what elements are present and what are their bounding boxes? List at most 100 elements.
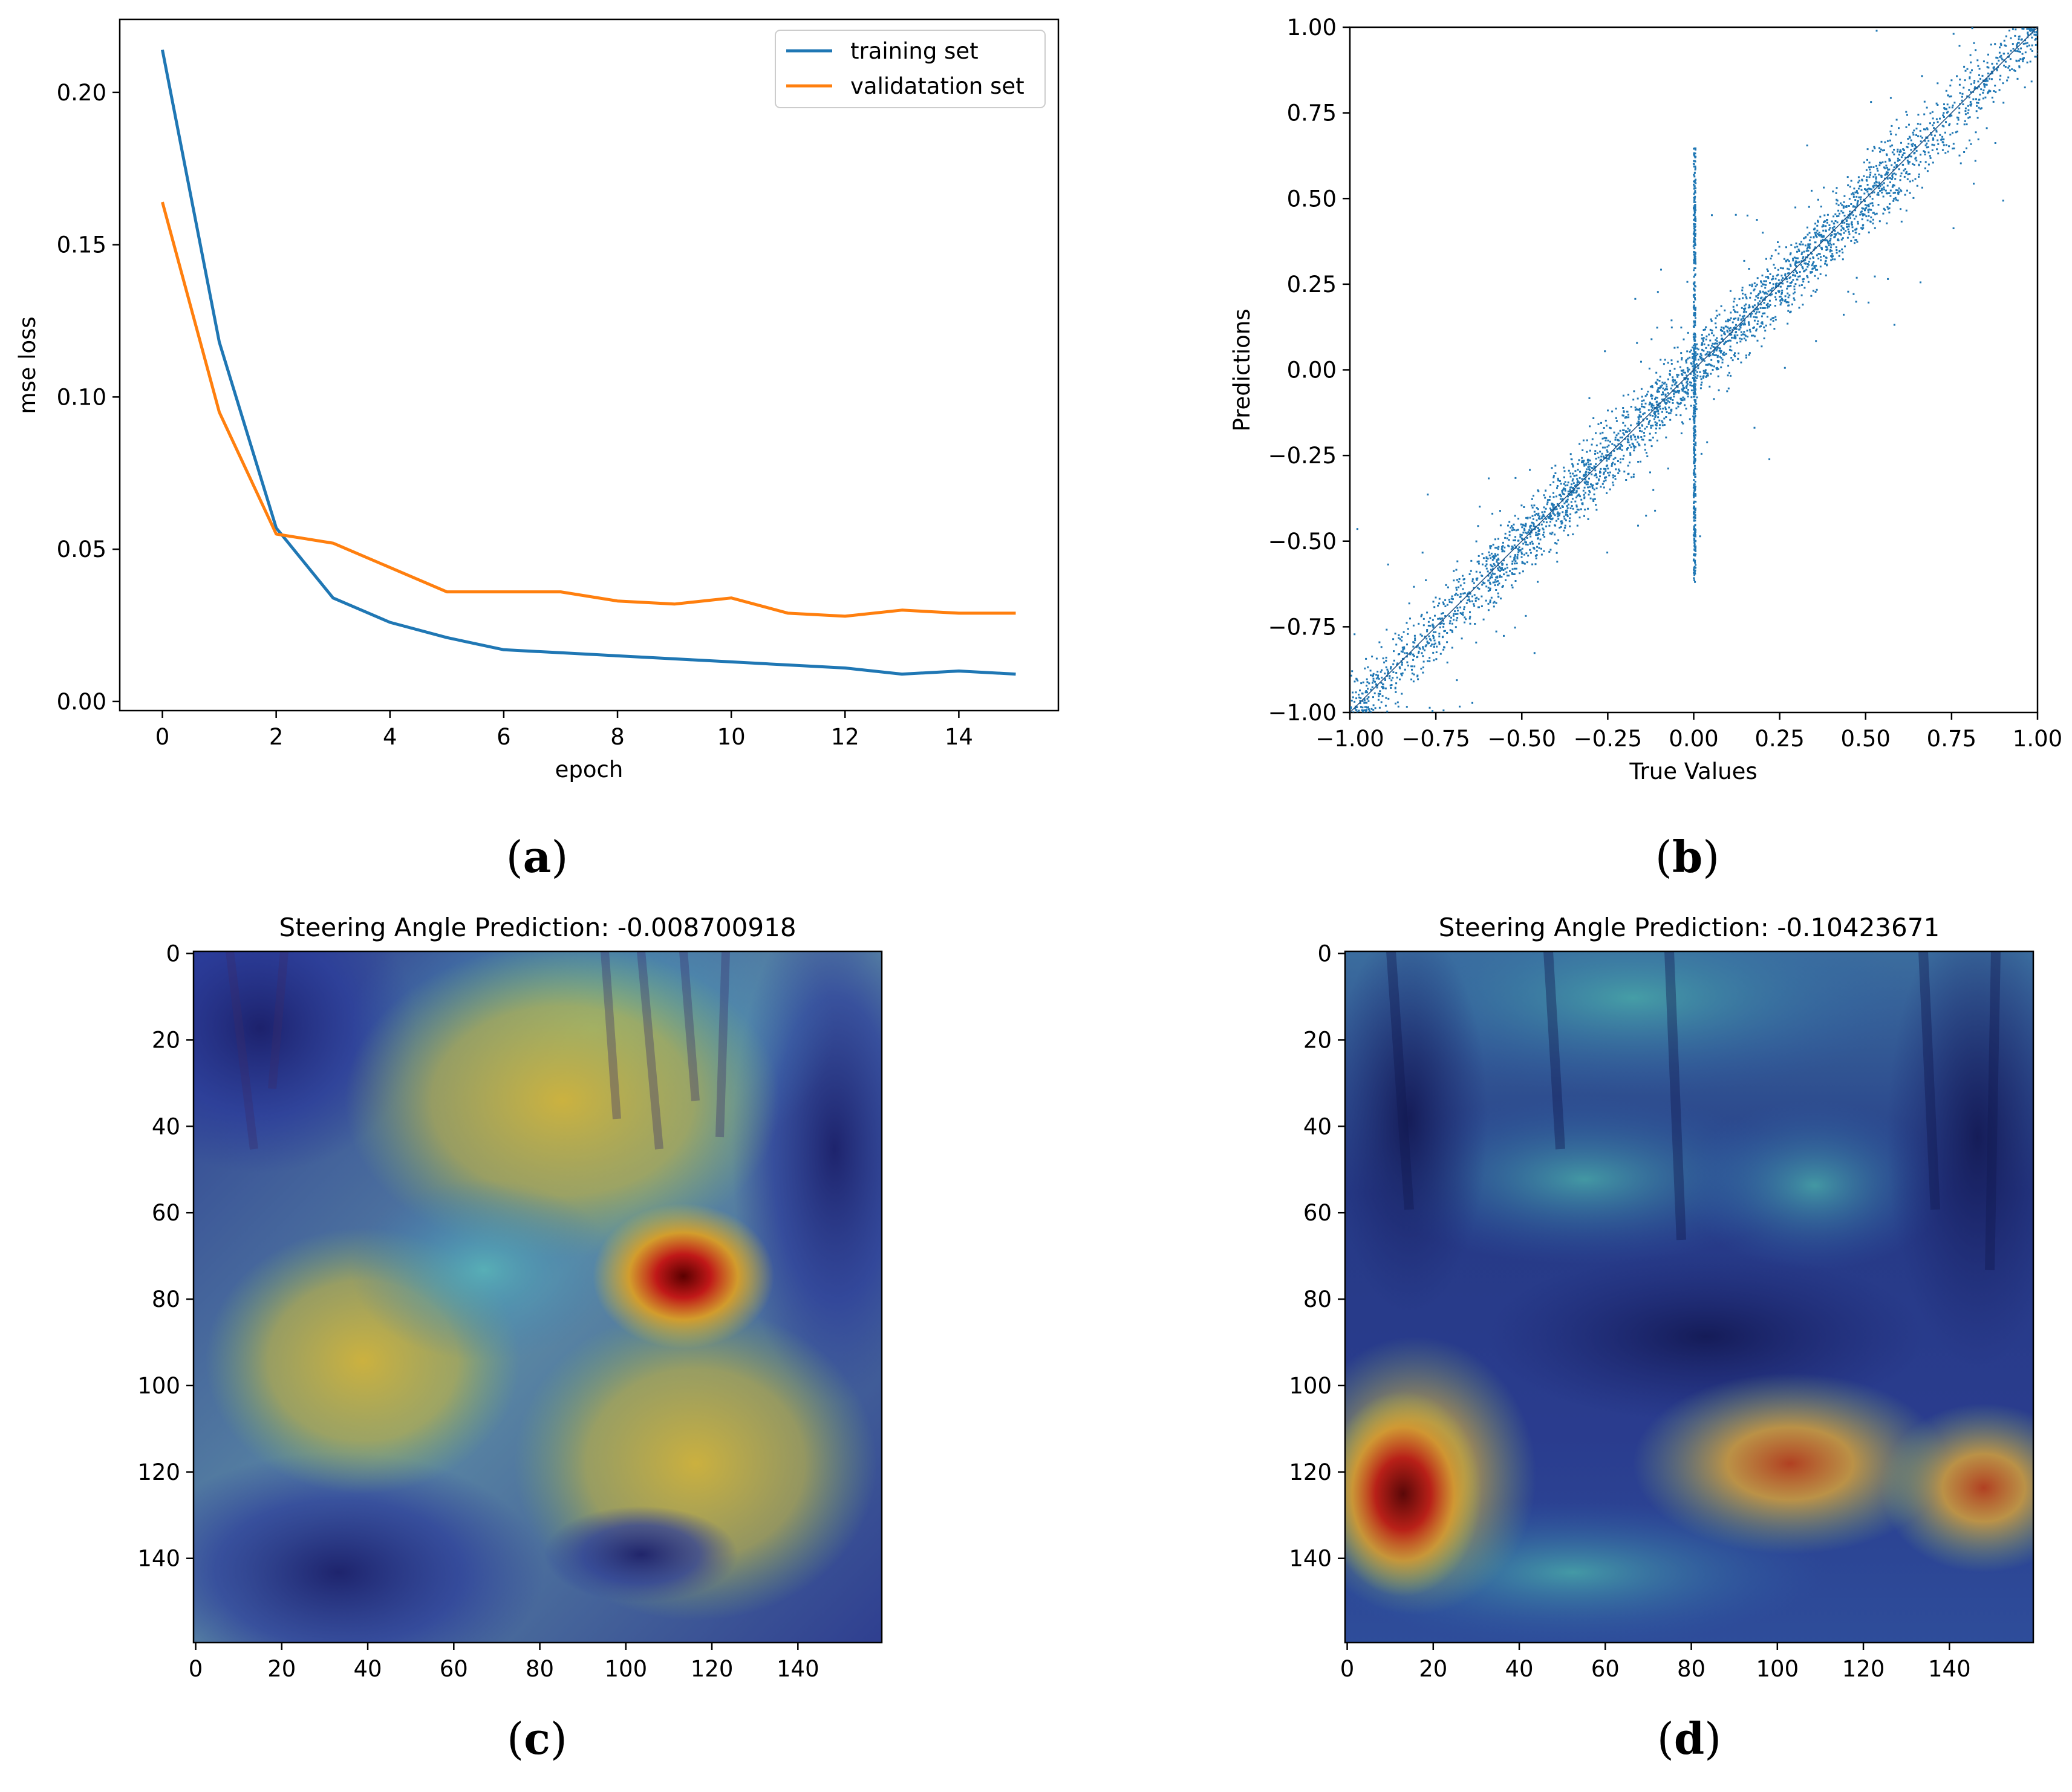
scatter-x-label: True Values (1629, 758, 1757, 784)
heatmap-d-region-teal-right (1681, 1101, 1947, 1270)
x-tick-label: 100 (1756, 1656, 1799, 1682)
validation-set-line (161, 201, 1016, 618)
x-tick-label: 0 (155, 724, 170, 750)
heatmap-c-region-blue-lower (544, 1506, 738, 1603)
y-tick-label: 40 (152, 1113, 180, 1139)
y-tick-label: 0.20 (57, 80, 106, 106)
y-tick-label: 100 (137, 1373, 180, 1399)
heatmap-d-region-warm-right (1881, 1403, 2033, 1572)
loss-series (161, 49, 1016, 676)
x-tick-label: −0.75 (1401, 726, 1470, 752)
y-tick-label: −0.75 (1268, 614, 1337, 640)
caption-a: (a) (506, 831, 568, 882)
x-tick-label: 40 (354, 1656, 382, 1682)
heatmap-d-region-warm-center (1633, 1373, 1947, 1554)
y-tick-label: 120 (137, 1459, 180, 1485)
heatmap-d-image (1345, 951, 2033, 1643)
heatmap-d-x-axis: 0 20 40 60 80 100 120 140 (1340, 1643, 1971, 1682)
heatmap-d-region-teal-top (1355, 951, 1911, 1095)
y-tick-label: 60 (152, 1200, 180, 1226)
heatmap-c-y-axis: 0 20 40 60 80 100 120 140 (137, 941, 194, 1572)
heatmap-d-band-dark-right (1887, 951, 2033, 1367)
x-tick-label: 6 (497, 724, 511, 750)
x-tick-label: 60 (1591, 1656, 1620, 1682)
heatmap-c-frame (192, 950, 883, 1644)
caption-b: (b) (1655, 831, 1720, 882)
heatmap-d-band-dark-left (1345, 951, 1488, 1312)
y-tick-label: 140 (1289, 1546, 1332, 1572)
heatmap-d-trees (1386, 951, 2001, 1271)
heatmap-c-region-cyan-mid (351, 1179, 617, 1361)
heatmap-c-region-warm-top (345, 951, 780, 1258)
y-tick-label: 0.05 (57, 536, 106, 562)
heatmap-d-y-axis: 0 20 40 60 80 100 120 140 (1289, 941, 1345, 1572)
x-tick-label: 60 (440, 1656, 468, 1682)
saliency-map-c: Steering Angle Prediction: -0.008700918 (137, 913, 883, 1764)
x-tick-label: 4 (383, 724, 397, 750)
y-tick-label: 0.25 (1287, 272, 1337, 298)
x-tick-label: 0 (1340, 1656, 1355, 1682)
x-tick-label: 80 (526, 1656, 554, 1682)
y-tick-label: 0 (1317, 941, 1332, 967)
y-tick-label: 0.50 (1287, 186, 1337, 212)
x-tick-label: 1.00 (2013, 726, 2062, 752)
x-tick-label: 0.75 (1927, 726, 1976, 752)
heatmap-c-x-axis: 0 20 40 60 80 100 120 140 (189, 1643, 819, 1682)
loss-y-axis: 0.00 0.05 0.10 0.15 0.20 (57, 80, 120, 715)
heatmap-c-band-blue-bottom-left (194, 1452, 544, 1643)
x-tick-label: 0.00 (1669, 726, 1718, 752)
x-tick-label: 0.25 (1754, 726, 1804, 752)
heatmap-c-trees (226, 951, 730, 1150)
y-tick-label: 1.00 (1287, 15, 1337, 41)
x-tick-label: 8 (610, 724, 625, 750)
x-tick-label: 0.50 (1841, 726, 1891, 752)
x-tick-label: 120 (1842, 1656, 1885, 1682)
scatter-x-axis: −1.00 −0.75 −0.50 −0.25 0.00 0.25 0.50 0.75 1.00 (1315, 712, 2062, 752)
y-tick-label: 80 (152, 1286, 180, 1312)
y-tick-label: 0.10 (57, 384, 106, 410)
x-tick-label: 10 (717, 724, 746, 750)
x-tick-label: 140 (777, 1656, 819, 1682)
loss-legend: training set validatation set (775, 30, 1046, 108)
reference-line (1350, 27, 2038, 712)
x-tick-label: 2 (269, 724, 284, 750)
x-tick-label: 0 (189, 1656, 203, 1682)
y-tick-label: 100 (1289, 1373, 1332, 1399)
scatter-y-axis: −1.00 −0.75 −0.50 −0.25 0.00 0.25 0.50 0.75 1.00 (1268, 15, 1350, 726)
y-tick-label: 20 (152, 1027, 180, 1053)
loss-y-label: mse loss (15, 316, 41, 414)
scatter-chart: −1.00 −0.75 −0.50 −0.25 0.00 0.25 0.50 0.75 1.00… (1229, 15, 2062, 882)
heatmap-d-hotspot (1345, 1391, 1482, 1597)
training-set-line (161, 49, 1016, 676)
y-tick-label: 0.15 (57, 232, 106, 258)
heatmap-c-hotspot (593, 1204, 774, 1349)
legend-label-training: training set (850, 38, 979, 64)
y-tick-label: 120 (1289, 1459, 1332, 1485)
y-tick-label: 80 (1303, 1286, 1332, 1312)
y-tick-label: 0 (166, 941, 180, 967)
loss-chart-frame (119, 18, 1060, 712)
heatmap-c-title: Steering Angle Prediction: -0.008700918 (279, 913, 796, 942)
y-tick-label: 60 (1303, 1200, 1332, 1226)
x-tick-label: 100 (604, 1656, 647, 1682)
y-tick-label: 40 (1303, 1113, 1332, 1139)
scatter-y-label: Predictions (1229, 308, 1255, 431)
x-tick-label: 14 (945, 724, 973, 750)
x-tick-label: −0.50 (1488, 726, 1556, 752)
x-tick-label: −0.25 (1574, 726, 1642, 752)
loss-x-label: epoch (555, 757, 624, 783)
caption-c: (c) (507, 1713, 567, 1764)
y-tick-label: −1.00 (1268, 700, 1337, 726)
x-tick-label: 80 (1677, 1656, 1705, 1682)
y-tick-label: 140 (137, 1546, 180, 1572)
x-tick-label: −1.00 (1315, 726, 1384, 752)
x-tick-label: 120 (691, 1656, 734, 1682)
x-tick-label: 20 (1419, 1656, 1447, 1682)
loss-x-axis: 0 2 4 6 8 10 12 14 (155, 711, 973, 750)
y-tick-label: −0.50 (1268, 529, 1337, 555)
y-tick-label: 0.75 (1287, 100, 1337, 126)
legend-label-validation: validatation set (850, 73, 1025, 99)
heatmap-c-image (194, 951, 882, 1643)
y-tick-label: 0.00 (57, 689, 106, 715)
